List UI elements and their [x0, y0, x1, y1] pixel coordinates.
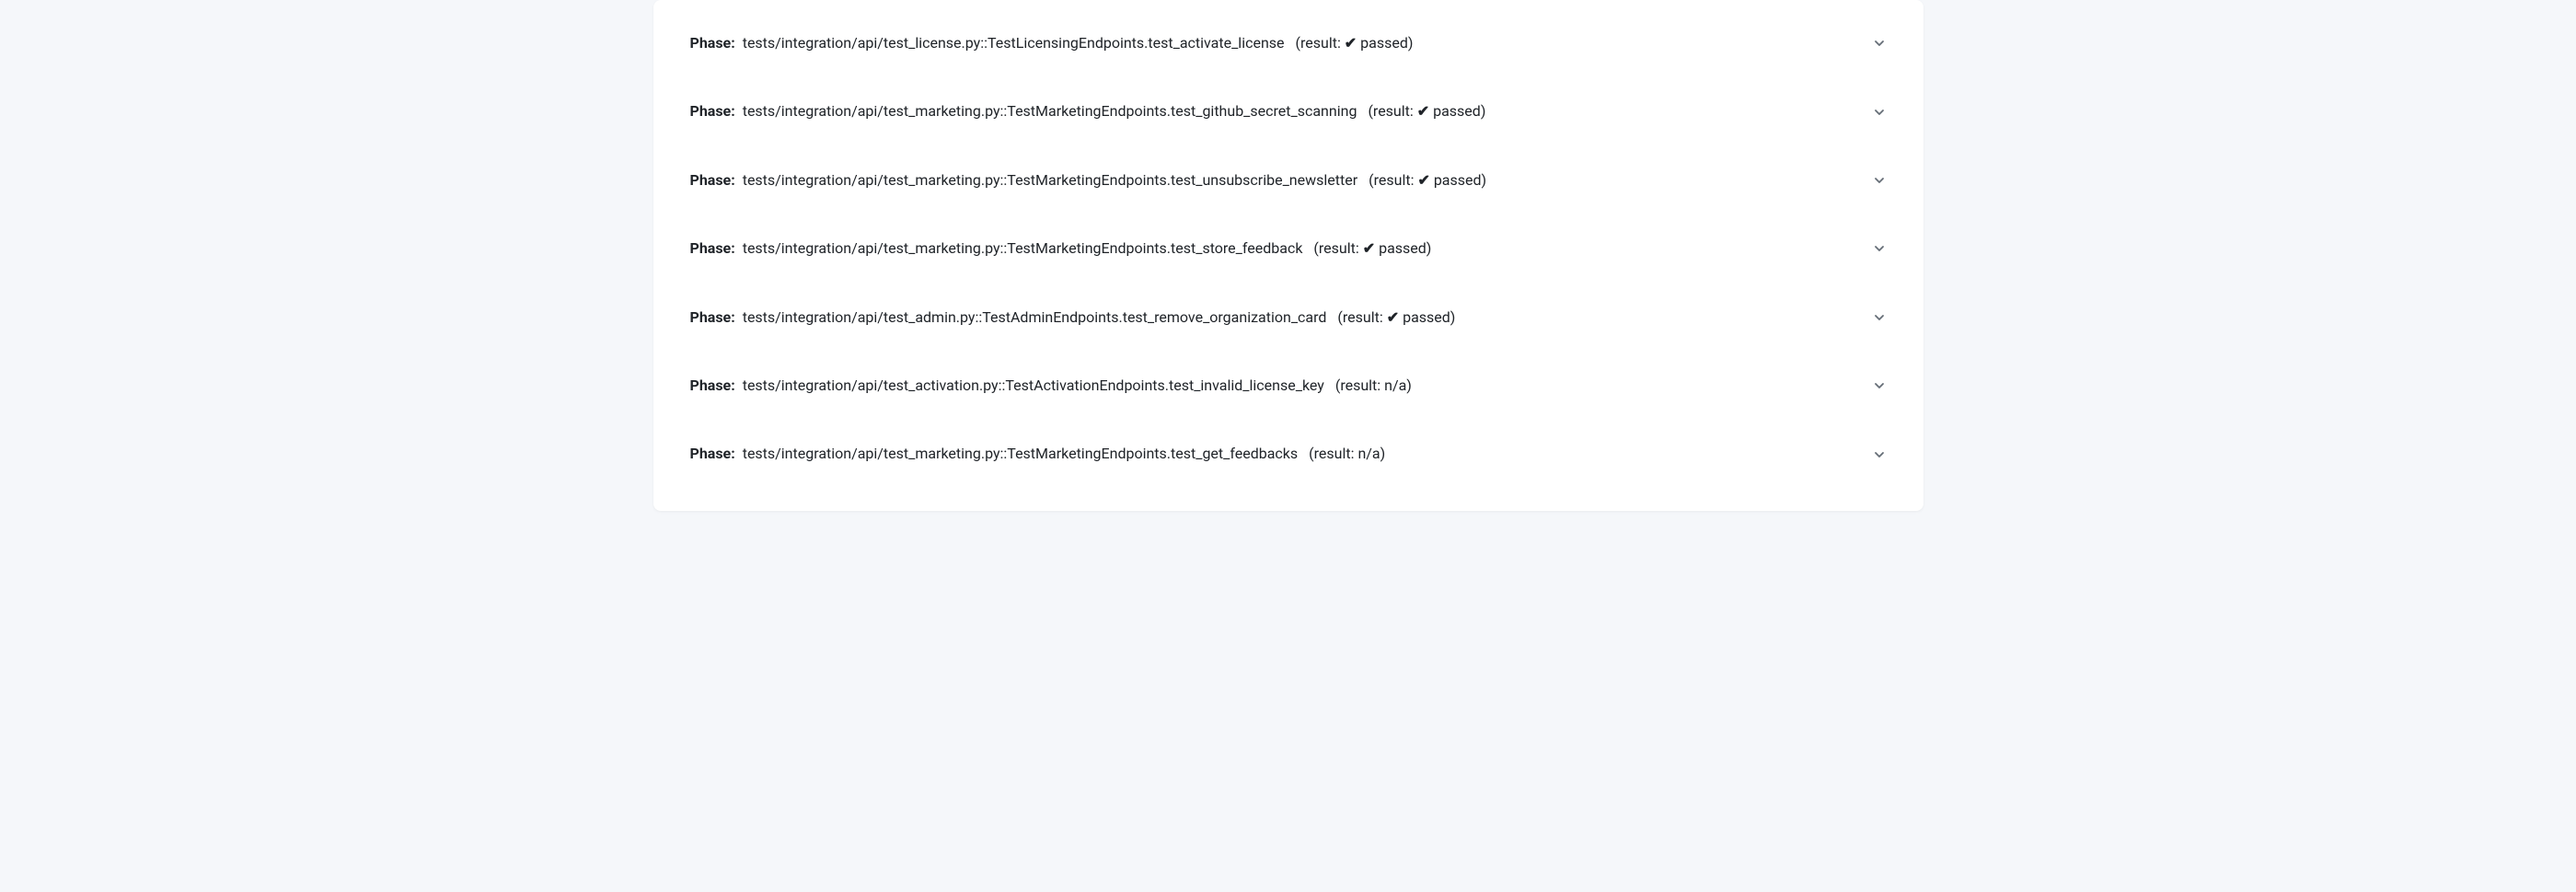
phase-row[interactable]: Phase: tests/integration/api/test_admin.p…: [653, 284, 1923, 352]
phase-result: (result: ✔ passed): [1296, 33, 1414, 53]
phase-label: Phase:: [690, 101, 735, 122]
phase-row[interactable]: Phase: tests/integration/api/test_activat…: [653, 352, 1923, 420]
phase-label: Phase:: [690, 444, 735, 464]
check-icon: ✔: [1345, 34, 1357, 52]
result-suffix: ): [1406, 376, 1412, 394]
phase-result: (result: ✔ passed): [1369, 170, 1486, 191]
result-prefix: (result:: [1309, 445, 1357, 462]
phase-label: Phase:: [690, 376, 735, 396]
phase-result: (result: ✔ passed): [1313, 238, 1431, 259]
result-prefix: (result:: [1335, 376, 1384, 394]
result-suffix: ): [1482, 171, 1487, 189]
phase-row[interactable]: Phase: tests/integration/api/test_marketi…: [653, 214, 1923, 283]
phase-content: Phase: tests/integration/api/test_marketi…: [690, 444, 1386, 464]
phase-path: tests/integration/api/test_marketing.py:…: [743, 444, 1298, 464]
phase-label: Phase:: [690, 307, 735, 328]
result-prefix: (result:: [1368, 102, 1416, 120]
phase-result: (result: ✔ passed): [1368, 101, 1485, 122]
phase-path: tests/integration/api/test_admin.py::Tes…: [743, 307, 1327, 328]
chevron-down-icon: [1872, 173, 1887, 188]
result-suffix: ): [1427, 239, 1432, 257]
status-text: passed: [1433, 102, 1481, 120]
chevron-down-icon: [1872, 310, 1887, 325]
phase-content: Phase: tests/integration/api/test_marketi…: [690, 101, 1486, 122]
status-text: n/a: [1357, 445, 1380, 462]
result-suffix: ): [1408, 34, 1414, 52]
chevron-down-icon: [1872, 447, 1887, 462]
phase-label: Phase:: [690, 33, 735, 53]
status-text: passed: [1379, 239, 1427, 257]
phase-label: Phase:: [690, 170, 735, 191]
phase-content: Phase: tests/integration/api/test_admin.p…: [690, 307, 1456, 328]
status-text: passed: [1434, 171, 1482, 189]
phase-path: tests/integration/api/test_activation.py…: [743, 376, 1324, 396]
check-icon: ✔: [1387, 308, 1399, 326]
result-suffix: ): [1450, 308, 1456, 326]
status-text: n/a: [1384, 376, 1406, 394]
result-prefix: (result:: [1296, 34, 1345, 52]
phase-list-card: Phase: tests/integration/api/test_license…: [653, 0, 1923, 511]
phase-row[interactable]: Phase: tests/integration/api/test_license…: [653, 9, 1923, 77]
phase-result: (result: n/a): [1309, 444, 1385, 464]
phase-result: (result: ✔ passed): [1337, 307, 1455, 328]
phase-result: (result: n/a): [1335, 376, 1412, 396]
check-icon: ✔: [1417, 102, 1429, 120]
chevron-down-icon: [1872, 36, 1887, 51]
status-text: passed: [1360, 34, 1408, 52]
result-prefix: (result:: [1313, 239, 1362, 257]
chevron-down-icon: [1872, 241, 1887, 256]
phase-path: tests/integration/api/test_marketing.py:…: [743, 238, 1303, 259]
phase-content: Phase: tests/integration/api/test_marketi…: [690, 238, 1432, 259]
phase-row[interactable]: Phase: tests/integration/api/test_marketi…: [653, 77, 1923, 145]
chevron-down-icon: [1872, 105, 1887, 120]
phase-row[interactable]: Phase: tests/integration/api/test_marketi…: [653, 146, 1923, 214]
phase-label: Phase:: [690, 238, 735, 259]
phase-path: tests/integration/api/test_marketing.py:…: [743, 101, 1357, 122]
chevron-down-icon: [1872, 378, 1887, 393]
phase-row[interactable]: Phase: tests/integration/api/test_marketi…: [653, 420, 1923, 488]
check-icon: ✔: [1417, 171, 1429, 189]
result-suffix: ): [1481, 102, 1486, 120]
phase-content: Phase: tests/integration/api/test_license…: [690, 33, 1414, 53]
result-prefix: (result:: [1369, 171, 1417, 189]
phase-content: Phase: tests/integration/api/test_activat…: [690, 376, 1412, 396]
phase-content: Phase: tests/integration/api/test_marketi…: [690, 170, 1487, 191]
check-icon: ✔: [1363, 239, 1375, 257]
phase-path: tests/integration/api/test_license.py::T…: [743, 33, 1285, 53]
result-prefix: (result:: [1337, 308, 1386, 326]
result-suffix: ): [1380, 445, 1386, 462]
status-text: passed: [1403, 308, 1450, 326]
phase-path: tests/integration/api/test_marketing.py:…: [743, 170, 1357, 191]
